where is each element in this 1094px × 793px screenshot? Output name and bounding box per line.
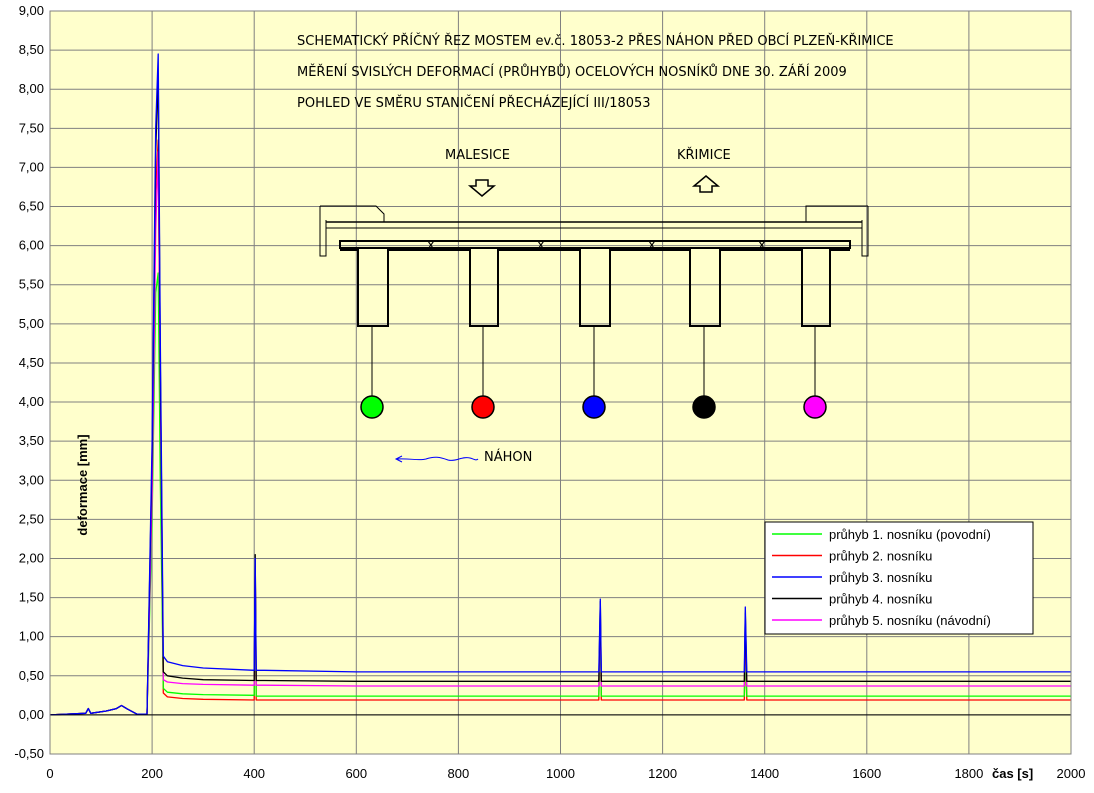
x-axis-title: čas [s] [992, 766, 1033, 781]
y-tick-label: 5,00 [19, 316, 44, 331]
x-tick-label: 1000 [546, 766, 575, 781]
y-axis-title: deformace [mm] [75, 434, 90, 535]
plot-area-border [49, 10, 1072, 755]
y-tick-label: 1,00 [19, 629, 44, 644]
x-tick-label: 1600 [852, 766, 881, 781]
x-tick-label: 1200 [648, 766, 677, 781]
legend-box [764, 521, 1034, 635]
x-tick-label: 400 [243, 766, 265, 781]
x-tick-label: 1800 [954, 766, 983, 781]
sensor-marker-5 [803, 395, 827, 419]
y-tick-label: 8,50 [19, 42, 44, 57]
y-tick-label: 7,00 [19, 159, 44, 174]
svg-text:x: x [537, 238, 545, 253]
y-tick-label: 2,50 [19, 511, 44, 526]
annotation-title-line-3: POHLED VE SMĚRU STANIČENÍ PŘECHÁZEJÍCÍ I… [297, 95, 651, 111]
y-tick-labels: -0,50 0,00 0,50 1,00 1,50 2,00 2,50 3,00 3,50 4,0… [14, 3, 44, 761]
annotation-title-line-1: SCHEMATICKÝ PŘÍČNÝ ŘEZ MOSTEM ev.č. 1805… [297, 33, 894, 49]
river-label: NÁHON [484, 449, 532, 465]
bridge-cross-section: x x x x [319, 205, 869, 327]
legend-label: průhyb 2. nosníku [829, 549, 932, 564]
y-tick-label: -0,50 [14, 746, 44, 761]
x-tick-label: 0 [46, 766, 53, 781]
svg-text:x: x [427, 238, 435, 253]
bridge-annotation: SCHEMATICKÝ PŘÍČNÝ ŘEZ MOSTEM ev.č. 1805… [297, 33, 894, 465]
river-arrow-icon [394, 455, 403, 463]
y-tick-label: 0,50 [19, 668, 44, 683]
y-tick-label: 7,50 [19, 120, 44, 135]
x-tick-label: 1400 [750, 766, 779, 781]
y-tick-label: 6,50 [19, 199, 44, 214]
x-tick-label: 2000 [1057, 766, 1086, 781]
x-tick-label: 800 [448, 766, 470, 781]
y-tick-label: 1,50 [19, 590, 44, 605]
sensor-marker-2 [471, 395, 495, 419]
svg-text:x: x [758, 238, 766, 253]
arrow-down-icon [467, 179, 497, 197]
legend-label: průhyb 5. nosníku (návodní) [829, 613, 991, 628]
direction-label-krimice: KŘIMICE [677, 147, 731, 163]
y-tick-label: 9,00 [19, 3, 44, 18]
x-tick-labels: 0 200 400 600 800 1000 1200 1400 1600 1800 2000 [46, 766, 1085, 781]
arrow-up-icon [691, 175, 721, 193]
sensor-marker-1 [360, 395, 384, 419]
y-tick-label: 3,00 [19, 472, 44, 487]
sensor-markers [360, 326, 827, 419]
legend: průhyb 1. nosníku (povodní) průhyb 2. nos… [764, 521, 1034, 635]
legend-label: průhyb 3. nosníku [829, 570, 932, 585]
river-flow-line [395, 456, 479, 461]
y-tick-label: 4,00 [19, 394, 44, 409]
sensor-marker-4 [692, 395, 716, 419]
x-tick-label: 600 [345, 766, 367, 781]
direction-label-malesice: MALESICE [445, 148, 510, 163]
y-tick-label: 5,50 [19, 277, 44, 292]
series-line-3 [49, 53, 1071, 716]
svg-text:x: x [648, 238, 656, 253]
y-tick-label: 8,00 [19, 81, 44, 96]
y-tick-label: 3,50 [19, 433, 44, 448]
y-tick-label: 4,50 [19, 355, 44, 370]
series-lines [49, 53, 1071, 716]
legend-label: průhyb 4. nosníku [829, 592, 932, 607]
sensor-marker-3 [582, 395, 606, 419]
legend-label: průhyb 1. nosníku (povodní) [829, 527, 991, 542]
y-tick-label: 2,00 [19, 550, 44, 565]
x-tick-label: 200 [141, 766, 163, 781]
y-tick-label: 0,00 [19, 707, 44, 722]
gridlines [49, 10, 1072, 755]
annotation-title-line-2: MĚŘENÍ SVISLÝCH DEFORMACÍ (PRŮHYBŮ) OCEL… [297, 64, 847, 80]
y-tick-label: 6,00 [19, 238, 44, 253]
